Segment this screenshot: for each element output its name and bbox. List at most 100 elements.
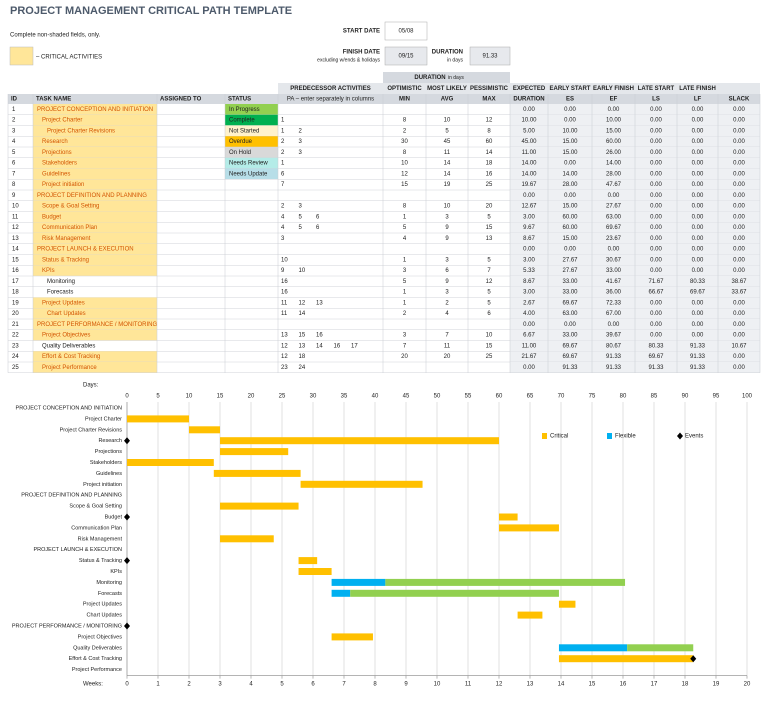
min[interactable]: 10 bbox=[401, 161, 408, 167]
task-name[interactable]: PROJECT CONCEPTION AND INITIATION bbox=[37, 107, 153, 113]
task-name[interactable]: PROJECT PERFORMANCE / MONITORING bbox=[37, 322, 157, 328]
predecessor[interactable]: 2 bbox=[281, 204, 285, 210]
status[interactable]: Needs Update bbox=[229, 171, 268, 177]
task-name[interactable]: Project Charter bbox=[42, 118, 82, 124]
task-name[interactable]: Guidelines bbox=[42, 171, 70, 177]
min[interactable]: 1 bbox=[403, 257, 407, 263]
avg[interactable]: 9 bbox=[445, 225, 449, 231]
avg[interactable]: 11 bbox=[444, 150, 451, 156]
status[interactable]: Complete bbox=[229, 118, 255, 124]
task-name[interactable]: Chart Updates bbox=[47, 311, 86, 317]
task-name[interactable]: Project Updates bbox=[42, 300, 85, 306]
min[interactable]: 15 bbox=[401, 182, 408, 188]
max[interactable]: 18 bbox=[486, 161, 493, 167]
predecessor[interactable]: 3 bbox=[299, 204, 303, 210]
predecessor[interactable]: 14 bbox=[316, 343, 323, 349]
predecessor[interactable]: 13 bbox=[299, 343, 306, 349]
avg[interactable]: 3 bbox=[445, 290, 449, 296]
task-name[interactable]: PROJECT LAUNCH & EXECUTION bbox=[37, 247, 134, 253]
task-name[interactable]: Forecasts bbox=[47, 290, 73, 296]
max[interactable]: 12 bbox=[486, 279, 493, 285]
avg[interactable]: 5 bbox=[445, 128, 449, 134]
task-name[interactable]: Project Performance bbox=[42, 365, 97, 371]
predecessor[interactable]: 12 bbox=[281, 343, 288, 349]
avg[interactable]: 10 bbox=[444, 118, 451, 124]
predecessor[interactable]: 6 bbox=[316, 225, 320, 231]
predecessor[interactable]: 11 bbox=[281, 311, 288, 317]
predecessor[interactable]: 13 bbox=[316, 300, 323, 306]
task-name[interactable]: Project Objectives bbox=[42, 333, 90, 339]
predecessor[interactable]: 17 bbox=[351, 343, 358, 349]
task-name[interactable]: Research bbox=[42, 139, 68, 145]
task-name[interactable]: Stakeholders bbox=[42, 161, 77, 167]
predecessor[interactable]: 13 bbox=[281, 333, 288, 339]
max[interactable]: 5 bbox=[487, 290, 491, 296]
task-name[interactable]: KPIs bbox=[42, 268, 55, 274]
max[interactable]: 13 bbox=[486, 236, 493, 242]
task-name[interactable]: Risk Management bbox=[42, 236, 91, 242]
task-name[interactable]: Project initiation bbox=[42, 182, 84, 188]
max[interactable]: 5 bbox=[487, 214, 491, 220]
max[interactable]: 16 bbox=[486, 171, 493, 177]
avg[interactable]: 20 bbox=[444, 354, 451, 360]
predecessor[interactable]: 7 bbox=[281, 182, 285, 188]
max[interactable]: 8 bbox=[487, 128, 491, 134]
predecessor[interactable]: 5 bbox=[299, 225, 303, 231]
task-name[interactable]: Status & Tracking bbox=[42, 257, 89, 263]
predecessor[interactable]: 10 bbox=[281, 257, 288, 263]
max[interactable]: 20 bbox=[486, 204, 493, 210]
avg[interactable]: 11 bbox=[444, 343, 451, 349]
task-name[interactable]: Quality Deliverables bbox=[42, 343, 95, 349]
avg[interactable]: 14 bbox=[444, 171, 451, 177]
predecessor[interactable]: 11 bbox=[281, 300, 288, 306]
min[interactable]: 1 bbox=[403, 214, 407, 220]
predecessor[interactable]: 5 bbox=[299, 214, 303, 220]
predecessor[interactable]: 12 bbox=[299, 300, 306, 306]
task-name[interactable]: Projections bbox=[42, 150, 72, 156]
predecessor[interactable]: 4 bbox=[281, 225, 285, 231]
avg[interactable]: 6 bbox=[445, 268, 449, 274]
min[interactable]: 7 bbox=[403, 343, 407, 349]
min[interactable]: 1 bbox=[403, 300, 407, 306]
start-date[interactable]: 05/08 bbox=[398, 29, 414, 35]
predecessor[interactable]: 4 bbox=[281, 214, 285, 220]
min[interactable]: 8 bbox=[403, 150, 407, 156]
predecessor[interactable]: 23 bbox=[281, 365, 288, 371]
min[interactable]: 5 bbox=[403, 225, 407, 231]
min[interactable]: 20 bbox=[401, 354, 408, 360]
avg[interactable]: 9 bbox=[445, 236, 449, 242]
min[interactable]: 8 bbox=[403, 204, 407, 210]
min[interactable]: 2 bbox=[403, 311, 407, 317]
predecessor[interactable]: 6 bbox=[316, 214, 320, 220]
predecessor[interactable]: 16 bbox=[281, 279, 288, 285]
max[interactable]: 60 bbox=[486, 139, 493, 145]
max[interactable]: 15 bbox=[486, 225, 493, 231]
min[interactable]: 5 bbox=[403, 279, 407, 285]
max[interactable]: 5 bbox=[487, 300, 491, 306]
task-name[interactable]: Communication Plan bbox=[42, 225, 97, 231]
task-name[interactable]: Project Charter Revisions bbox=[47, 128, 115, 134]
predecessor[interactable]: 3 bbox=[281, 236, 285, 242]
status[interactable]: On Hold bbox=[229, 150, 251, 156]
status[interactable]: Not Started bbox=[229, 128, 259, 134]
predecessor[interactable]: 2 bbox=[299, 128, 303, 134]
avg[interactable]: 14 bbox=[444, 161, 451, 167]
avg[interactable]: 19 bbox=[444, 182, 451, 188]
task-name[interactable]: PROJECT DEFINITION AND PLANNING bbox=[37, 193, 147, 199]
avg[interactable]: 2 bbox=[445, 300, 449, 306]
avg[interactable]: 9 bbox=[445, 279, 449, 285]
max[interactable]: 7 bbox=[487, 268, 491, 274]
predecessor[interactable]: 10 bbox=[299, 268, 306, 274]
predecessor[interactable]: 1 bbox=[281, 128, 285, 134]
task-name[interactable]: Effort & Cost Tracking bbox=[42, 354, 100, 360]
predecessor[interactable]: 16 bbox=[281, 290, 288, 296]
predecessor[interactable]: 9 bbox=[281, 268, 285, 274]
max[interactable]: 6 bbox=[487, 311, 491, 317]
predecessor[interactable]: 16 bbox=[334, 343, 341, 349]
status[interactable]: In Progress bbox=[229, 107, 260, 113]
predecessor[interactable]: 1 bbox=[281, 161, 285, 167]
avg[interactable]: 45 bbox=[444, 139, 451, 145]
min[interactable]: 1 bbox=[403, 290, 407, 296]
predecessor[interactable]: 12 bbox=[281, 354, 288, 360]
task-name[interactable]: Scope & Goal Setting bbox=[42, 204, 99, 210]
